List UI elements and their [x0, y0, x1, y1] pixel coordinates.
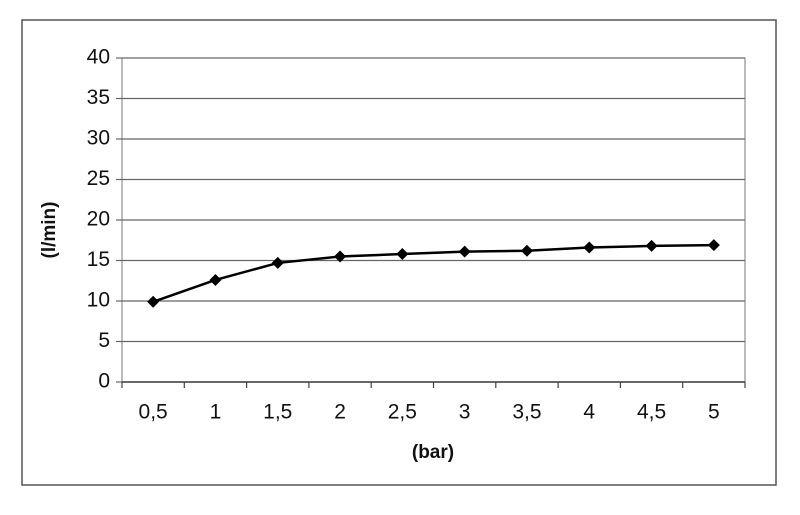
y-tick-label: 40 [87, 46, 110, 69]
line [152, 243, 714, 303]
x-tick-label: 1,5 [263, 401, 292, 424]
y-axis-title: (l/min) [39, 202, 60, 259]
marker [147, 295, 160, 308]
marker [583, 241, 596, 254]
y-tick-label: 30 [87, 127, 110, 150]
x-tick-label: 2,5 [388, 401, 417, 424]
x-tick-label: 3 [459, 401, 471, 424]
marker [707, 239, 720, 252]
x-tick-label: 5 [708, 401, 720, 424]
x-tick-label: 3,5 [512, 401, 541, 424]
x-axis-title: (bar) [412, 442, 454, 463]
marker [334, 250, 347, 263]
marker [209, 273, 222, 286]
x-tick-label: 2 [334, 401, 346, 424]
marker [271, 256, 284, 269]
y-tick-label: 5 [98, 329, 110, 352]
marker [520, 244, 533, 257]
y-tick-label: 10 [87, 289, 110, 312]
y-tick-label: 35 [87, 86, 110, 109]
marker [396, 248, 409, 261]
x-tick-label: 4 [583, 401, 595, 424]
y-tick-label: 20 [87, 208, 110, 231]
marker [458, 245, 471, 258]
y-tick-label: 0 [98, 370, 110, 393]
x-tick-label: 0,5 [139, 401, 168, 424]
x-tick-label: 1 [210, 401, 222, 424]
y-tick-label: 25 [87, 167, 110, 190]
marker [645, 239, 658, 252]
x-tick-label: 4,5 [637, 401, 666, 424]
y-tick-label: 15 [87, 248, 110, 271]
